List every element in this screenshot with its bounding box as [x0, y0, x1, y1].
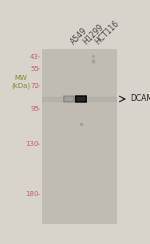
Text: 43: 43 — [30, 54, 39, 60]
Text: 72: 72 — [30, 83, 39, 89]
Text: HCT116: HCT116 — [93, 19, 121, 46]
FancyBboxPatch shape — [64, 96, 74, 102]
Text: A549: A549 — [69, 26, 89, 46]
Bar — [42, 97, 117, 102]
Text: 180: 180 — [26, 191, 39, 197]
Text: 55: 55 — [30, 66, 39, 72]
Text: MW
(kDa): MW (kDa) — [11, 75, 31, 89]
Text: 130: 130 — [26, 141, 39, 147]
Text: H1299: H1299 — [81, 22, 105, 46]
FancyBboxPatch shape — [76, 96, 86, 102]
Text: DCAMKL2: DCAMKL2 — [130, 94, 150, 103]
Text: 95: 95 — [30, 106, 39, 112]
